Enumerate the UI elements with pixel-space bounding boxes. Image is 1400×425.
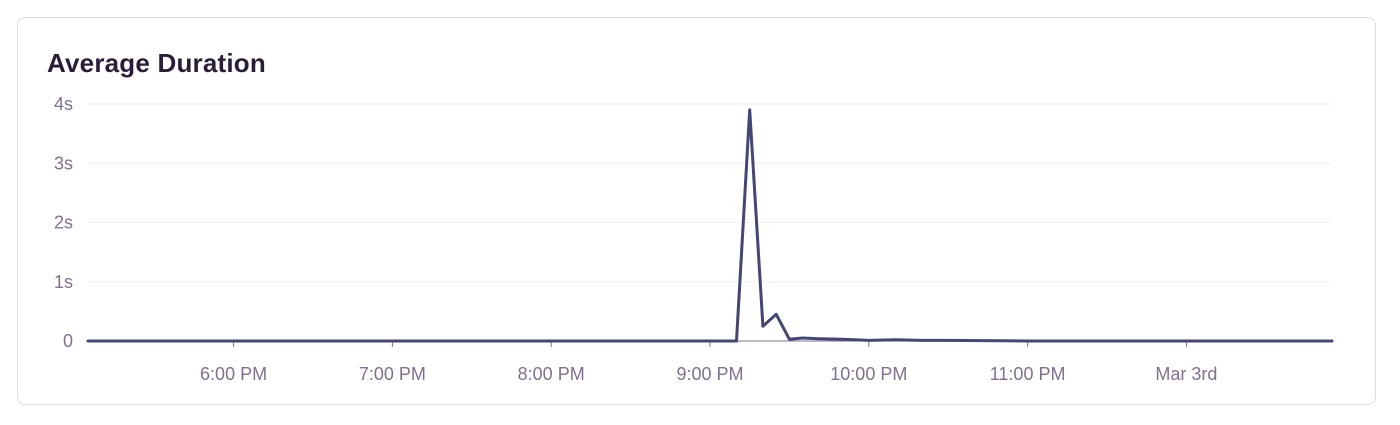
y-tick-label: 2s bbox=[54, 213, 73, 233]
y-tick-label: 1s bbox=[54, 272, 73, 292]
x-tick-label: 8:00 PM bbox=[518, 364, 585, 384]
x-tick-label: 7:00 PM bbox=[359, 364, 426, 384]
x-axis-labels: 6:00 PM 7:00 PM 8:00 PM 9:00 PM 10:00 PM 11:0… bbox=[200, 341, 1217, 384]
x-tick-label: 10:00 PM bbox=[830, 364, 907, 384]
series-group bbox=[86, 108, 1334, 343]
x-tick-label: Mar 3rd bbox=[1155, 364, 1217, 384]
chart-title: Average Duration bbox=[47, 48, 266, 78]
y-tick-label: 4s bbox=[54, 94, 73, 114]
y-axis-labels: 0 1s 2s 3s 4s bbox=[54, 94, 73, 351]
x-tick-label: 9:00 PM bbox=[676, 364, 743, 384]
series-line[interactable] bbox=[86, 108, 1334, 343]
y-tick-label: 3s bbox=[54, 153, 73, 173]
y-tick-label: 0 bbox=[63, 331, 73, 351]
x-tick-label: 11:00 PM bbox=[990, 364, 1066, 384]
grid-lines bbox=[88, 103, 1332, 342]
x-tick-label: 6:00 PM bbox=[200, 364, 267, 384]
